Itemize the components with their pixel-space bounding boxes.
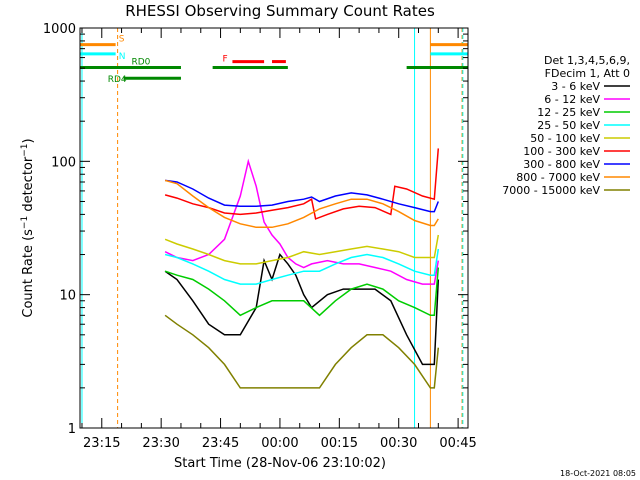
series-line-5: [164, 148, 440, 220]
legend-header-line-1: Det 1,3,4,5,6,9,: [544, 54, 630, 67]
legend-entry-label: 300 - 800 keV: [523, 158, 600, 171]
series-line-3: [164, 248, 440, 285]
vertical-markers: [81, 28, 464, 428]
series-line-6: [165, 179, 439, 213]
series-line-0: [164, 252, 440, 366]
x-axis-label: Start Time (28-Nov-06 23:10:02): [174, 456, 386, 471]
flag-label-rd4: RD4: [108, 75, 127, 85]
legend-entry-label: 25 - 50 keV: [537, 119, 600, 132]
x-tick-label: 23:30: [142, 436, 179, 451]
x-tick-label: 00:45: [439, 436, 476, 451]
series-line-8: [164, 314, 440, 389]
data-series: [164, 148, 440, 389]
y-axis-label-exp1: −1: [20, 216, 30, 229]
flag-label-f: F: [223, 55, 228, 65]
series-line-2: [164, 267, 440, 317]
series-line-7: [164, 179, 439, 229]
y-axis-label-exp2: −1: [20, 143, 30, 156]
flag-label-n: N: [119, 52, 126, 62]
y-tick-label: 1: [68, 422, 76, 437]
x-axis: 23:15 23:30 23:45 00:00 00:15 00:30 00:45: [81, 28, 477, 451]
legend-entry-label: 6 - 12 keV: [544, 93, 600, 106]
y-axis-label-main: Count Rate (s: [21, 229, 36, 318]
flag-bars: [80, 43, 468, 80]
y-axis: 1 10 100 1000: [43, 22, 468, 437]
legend-entry-label: 12 - 25 keV: [537, 106, 600, 119]
y-axis-label-end: ): [21, 138, 36, 143]
flag-label-s: S: [119, 35, 125, 45]
x-tick-label: 00:15: [321, 436, 358, 451]
footer-date: 18-Oct-2021 08:05: [560, 469, 636, 478]
y-axis-label: Count Rate (s−1 detector−1): [20, 138, 36, 317]
y-tick-label: 1000: [43, 22, 76, 37]
plot-frame: [79, 27, 469, 429]
x-tick-label: 00:30: [380, 436, 417, 451]
y-tick-label: 100: [51, 155, 76, 170]
flag-label-rd0: RD0: [131, 58, 150, 68]
x-tick-label: 23:15: [83, 436, 120, 451]
plot-area: [79, 27, 469, 429]
series-line-1: [164, 158, 440, 285]
x-tick-label: 00:00: [261, 436, 298, 451]
series-line-4: [164, 234, 440, 265]
legend-entry-label: 7000 - 15000 keV: [502, 184, 600, 197]
y-axis-label-mid: detector: [21, 156, 36, 216]
x-tick-label: 23:45: [202, 436, 239, 451]
legend-entry-label: 100 - 300 keV: [523, 145, 600, 158]
chart-title: RHESSI Observing Summary Count Rates: [125, 2, 435, 20]
legend-header-line-2: FDecim 1, Att 0: [545, 67, 630, 80]
legend: Det 1,3,4,5,6,9, FDecim 1, Att 0 3 - 6 k…: [502, 54, 630, 197]
legend-entry-label: 800 - 7000 keV: [516, 171, 600, 184]
legend-entry-label: 3 - 6 keV: [551, 80, 600, 93]
y-tick-label: 10: [59, 289, 76, 304]
legend-entry-label: 50 - 100 keV: [530, 132, 600, 145]
